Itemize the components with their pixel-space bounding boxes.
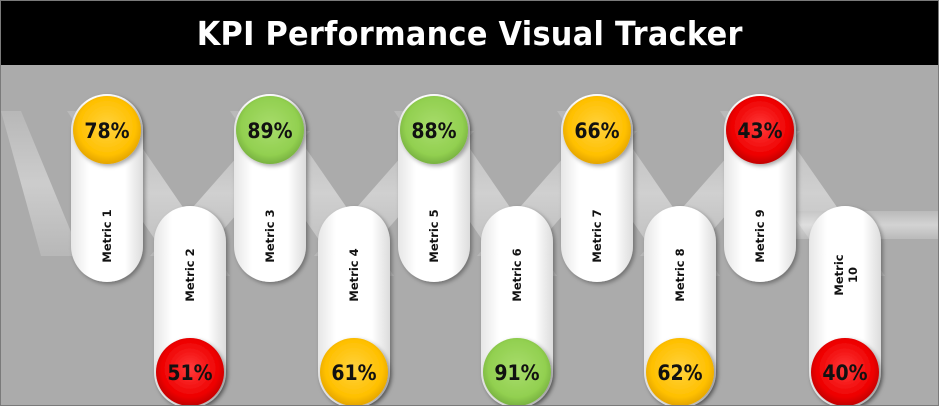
metrics-group: 78% Metric 1 51% Metric 2 89% Metric 3 61% Metr… [71,94,881,405]
metric-status-circle [156,338,224,405]
metric-item: 61% Metric 4 [318,206,390,405]
metric-status-circle [236,96,304,164]
metric-item: 88% Metric 5 [398,94,470,282]
metric-label: Metric 6 [510,248,524,301]
metric-item: 43% Metric 9 [724,94,796,282]
metric-value: 88% [411,119,456,143]
metric-item: 78% Metric 1 [71,94,143,282]
metric-label: Metric10 [832,254,860,295]
metric-value: 40% [822,361,867,385]
metric-value: 91% [494,361,539,385]
kpi-chart: 78% Metric 1 51% Metric 2 89% Metric 3 61% Metr… [1,94,938,405]
metric-label: Metric 4 [347,248,361,301]
title-bar: KPI Performance Visual Tracker [1,1,938,65]
metric-item: 51% Metric 2 [154,206,226,405]
metric-label: Metric 3 [263,209,277,262]
metric-item: 40% Metric10 [809,206,881,405]
metric-item: 66% Metric 7 [561,94,633,282]
metric-value: 62% [657,361,702,385]
metric-status-circle [73,96,141,164]
metric-value: 61% [331,361,376,385]
metric-status-circle [726,96,794,164]
metric-label: Metric 2 [183,248,197,301]
metric-status-circle [483,338,551,405]
metric-item: 89% Metric 3 [234,94,306,282]
metric-label: Metric 1 [100,209,114,262]
metric-label: Metric 8 [673,248,687,301]
metric-value: 43% [737,119,782,143]
ribbon-connector [1,111,81,256]
metric-label: Metric 9 [753,209,767,262]
metric-value: 66% [574,119,619,143]
metric-label: Metric 5 [427,209,441,262]
chart-title: KPI Performance Visual Tracker [196,13,743,53]
metric-value: 78% [84,119,129,143]
metric-value: 89% [247,119,292,143]
metric-status-circle [646,338,714,405]
metric-status-circle [320,338,388,405]
metric-value: 51% [167,361,212,385]
metric-status-circle [400,96,468,164]
metric-item: 62% Metric 8 [644,206,716,405]
metric-label: Metric 7 [590,209,604,262]
metric-status-circle [811,338,879,405]
metric-item: 91% Metric 6 [481,206,553,405]
metric-status-circle [563,96,631,164]
